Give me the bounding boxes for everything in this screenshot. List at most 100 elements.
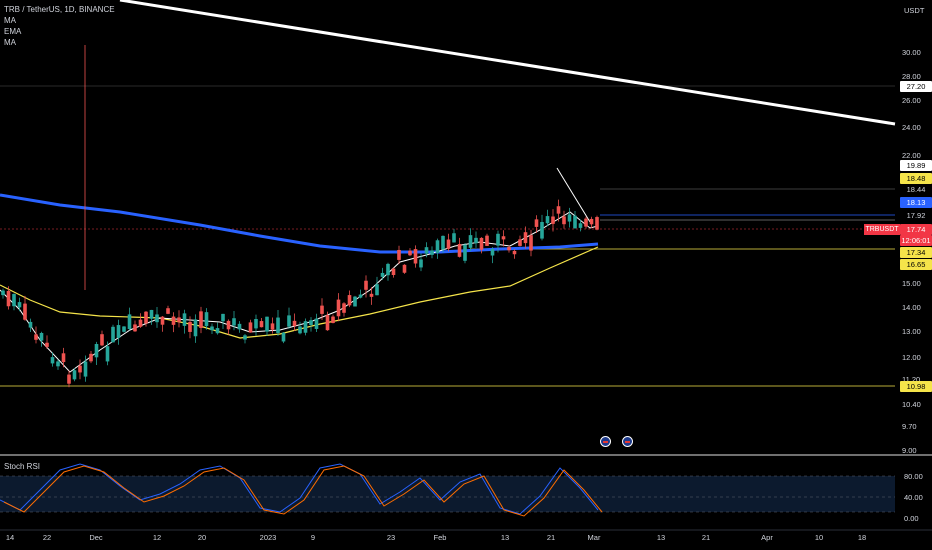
candle-body: [309, 320, 313, 325]
candle-body: [298, 326, 302, 334]
candle-body: [589, 218, 594, 225]
candle-body: [501, 236, 506, 240]
currency-label[interactable]: USDT: [904, 6, 925, 15]
countdown-tag: 12:06:01: [900, 235, 932, 246]
candle-body: [413, 249, 418, 264]
ma200-line: [0, 193, 599, 254]
candle-body: [39, 332, 44, 341]
candle-body: [188, 321, 192, 332]
indicator-ma-1[interactable]: MA: [4, 16, 16, 25]
price-tick: 9.70: [902, 422, 917, 431]
candle-body: [215, 328, 220, 334]
date-label: 13: [500, 533, 510, 542]
candle-body: [479, 237, 484, 250]
candle-body: [452, 233, 456, 243]
price-tick: 11.20: [902, 375, 921, 384]
stoch-k-line: [0, 463, 599, 515]
candle-body: [166, 308, 170, 314]
candle-body: [67, 374, 71, 384]
candle-body: [56, 361, 60, 367]
candle-body: [441, 235, 445, 250]
candle-body: [331, 316, 335, 324]
date-label: Feb: [433, 533, 447, 542]
candle-body: [72, 370, 77, 380]
candle-body: [358, 294, 363, 298]
candle-body: [100, 334, 104, 346]
price-tag: 17.34: [900, 247, 932, 258]
trendline: [119, 0, 896, 126]
price-tag: 17.92: [900, 210, 932, 221]
price-tick: 28.00: [902, 72, 921, 81]
candle-body: [221, 313, 225, 322]
candle-body: [391, 268, 396, 276]
chart-legend: TRB / TetherUS, 1D, BINANCE MA EMA MA: [4, 4, 115, 48]
rsi-band: [0, 476, 895, 512]
candle-body: [303, 321, 308, 333]
price-tick: 12.00: [902, 353, 921, 362]
candle-body: [595, 217, 599, 230]
candle-body: [61, 353, 66, 363]
candle-body: [133, 324, 137, 332]
candle-body: [28, 321, 33, 328]
candle-body: [199, 311, 203, 328]
symbol-title[interactable]: TRB / TetherUS, 1D, BINANCE: [4, 5, 115, 14]
candle-body: [23, 303, 27, 320]
date-label: 18: [857, 533, 867, 542]
candle-body: [281, 332, 286, 342]
date-label: 21: [546, 533, 556, 542]
candle-body: [34, 334, 38, 340]
candle-body: [127, 314, 132, 330]
candle-body: [243, 335, 247, 340]
candle-body: [435, 240, 440, 253]
candle-body: [276, 317, 280, 333]
candle-body: [556, 206, 561, 214]
candle-body: [457, 244, 462, 257]
candle-body: [518, 239, 522, 246]
trendline-small: [556, 167, 591, 223]
price-tick: 9.00: [902, 446, 917, 455]
candle-body: [248, 322, 253, 333]
candle-body: [424, 247, 429, 254]
candle-body: [584, 218, 588, 227]
last-price-tag: 17.74: [900, 224, 932, 235]
candle-body: [353, 296, 357, 307]
candle-body: [259, 321, 264, 328]
candle-body: [254, 318, 258, 329]
candle-body: [408, 250, 412, 256]
candle-body: [386, 263, 390, 276]
indicator-ema[interactable]: EMA: [4, 27, 22, 36]
price-tag: 18.13: [900, 197, 932, 208]
price-tag: 10.98: [900, 381, 932, 392]
candle-body: [336, 299, 341, 317]
candle-body: [265, 316, 269, 332]
ma-short-line: [0, 211, 599, 373]
stoch-d-line: [3, 465, 603, 517]
us-flag-event-icon[interactable]: [622, 436, 633, 447]
candle-body: [89, 353, 93, 362]
candle-body: [160, 316, 165, 325]
candle-body: [105, 346, 110, 362]
candle-body: [567, 214, 572, 222]
date-label: Apr: [761, 533, 773, 542]
candle-body: [540, 222, 544, 239]
price-tick: 13.00: [902, 327, 921, 336]
candle-body: [226, 320, 231, 330]
candle-body: [325, 315, 330, 331]
rsi-tick: 40.00: [904, 493, 923, 502]
candle-body: [270, 323, 275, 330]
stoch-rsi-title[interactable]: Stoch RSI: [4, 462, 41, 471]
price-tag: 16.65: [900, 259, 932, 270]
candle-body: [182, 313, 187, 326]
price-tick: 14.00: [902, 303, 921, 312]
candle-body: [94, 343, 99, 358]
date-label: 20: [197, 533, 207, 542]
us-flag-event-icon[interactable]: [600, 436, 611, 447]
candle-body: [446, 239, 451, 249]
date-label: 23: [386, 533, 396, 542]
date-label: 2023: [259, 533, 277, 542]
rsi-tick: 0.00: [904, 514, 919, 523]
indicator-ma-2[interactable]: MA: [4, 38, 16, 47]
candle-body: [78, 365, 82, 373]
